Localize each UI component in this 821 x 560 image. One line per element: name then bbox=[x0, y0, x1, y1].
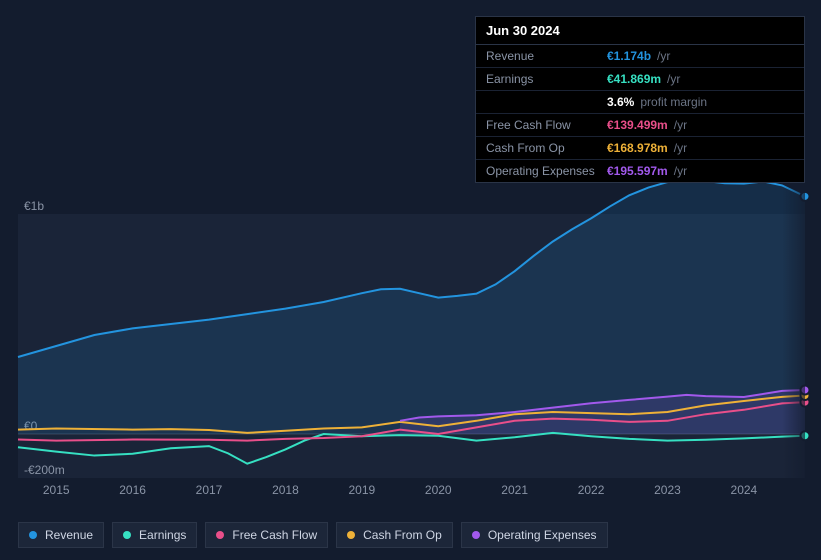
legend-dot-icon bbox=[216, 531, 224, 539]
tooltip-metric-unit: profit margin bbox=[640, 95, 707, 109]
tooltip-metric-label: Free Cash Flow bbox=[486, 118, 601, 132]
future-fade bbox=[782, 170, 805, 478]
legend-label: Earnings bbox=[139, 528, 186, 542]
x-tick-label: 2021 bbox=[501, 483, 528, 497]
tooltip-row: Revenue €1.174b/yr bbox=[476, 45, 804, 68]
tooltip-date: Jun 30 2024 bbox=[476, 17, 804, 45]
y-tick-label: -€200m bbox=[24, 463, 65, 477]
legend-dot-icon bbox=[29, 531, 37, 539]
tooltip-metric-unit: /yr bbox=[674, 118, 687, 132]
tooltip-metric-value: €41.869m bbox=[607, 72, 661, 86]
x-tick-label: 2015 bbox=[43, 483, 70, 497]
y-tick-label: €1b bbox=[24, 199, 44, 213]
x-tick-label: 2019 bbox=[348, 483, 375, 497]
legend-item[interactable]: Free Cash Flow bbox=[205, 522, 328, 548]
legend-dot-icon bbox=[347, 531, 355, 539]
x-tick-label: 2016 bbox=[119, 483, 146, 497]
tooltip-metric-label: Cash From Op bbox=[486, 141, 601, 155]
legend-label: Free Cash Flow bbox=[232, 528, 317, 542]
x-tick-label: 2017 bbox=[196, 483, 223, 497]
x-tick-label: 2020 bbox=[425, 483, 452, 497]
legend-label: Cash From Op bbox=[363, 528, 442, 542]
tooltip-metric-unit: /yr bbox=[657, 49, 670, 63]
tooltip-metric-label bbox=[486, 95, 601, 109]
chart-tooltip: Jun 30 2024 Revenue €1.174b/yr Earnings €41… bbox=[475, 16, 805, 183]
legend-item[interactable]: Earnings bbox=[112, 522, 197, 548]
legend-item[interactable]: Cash From Op bbox=[336, 522, 453, 548]
x-tick-label: 2024 bbox=[731, 483, 758, 497]
tooltip-metric-value: €168.978m bbox=[607, 141, 668, 155]
tooltip-metric-unit: /yr bbox=[674, 164, 687, 178]
x-tick-label: 2022 bbox=[578, 483, 605, 497]
tooltip-metric-label: Operating Expenses bbox=[486, 164, 601, 178]
tooltip-metric-value: 3.6% bbox=[607, 95, 634, 109]
tooltip-row: 3.6% profit margin bbox=[476, 91, 804, 114]
legend-item[interactable]: Operating Expenses bbox=[461, 522, 608, 548]
tooltip-metric-label: Earnings bbox=[486, 72, 601, 86]
tooltip-metric-value: €195.597m bbox=[607, 164, 668, 178]
legend-dot-icon bbox=[472, 531, 480, 539]
tooltip-metric-unit: /yr bbox=[674, 141, 687, 155]
tooltip-row: Operating Expenses €195.597m/yr bbox=[476, 160, 804, 182]
tooltip-row: Free Cash Flow €139.499m/yr bbox=[476, 114, 804, 137]
x-tick-label: 2018 bbox=[272, 483, 299, 497]
legend-label: Operating Expenses bbox=[488, 528, 597, 542]
tooltip-metric-unit: /yr bbox=[667, 72, 680, 86]
x-tick-label: 2023 bbox=[654, 483, 681, 497]
legend-item[interactable]: Revenue bbox=[18, 522, 104, 548]
tooltip-metric-value: €1.174b bbox=[607, 49, 651, 63]
tooltip-row: Earnings €41.869m/yr bbox=[476, 68, 804, 91]
legend-dot-icon bbox=[123, 531, 131, 539]
tooltip-metric-label: Revenue bbox=[486, 49, 601, 63]
legend: Revenue Earnings Free Cash Flow Cash From O… bbox=[18, 522, 608, 548]
tooltip-metric-value: €139.499m bbox=[607, 118, 668, 132]
tooltip-row: Cash From Op €168.978m/yr bbox=[476, 137, 804, 160]
legend-label: Revenue bbox=[45, 528, 93, 542]
